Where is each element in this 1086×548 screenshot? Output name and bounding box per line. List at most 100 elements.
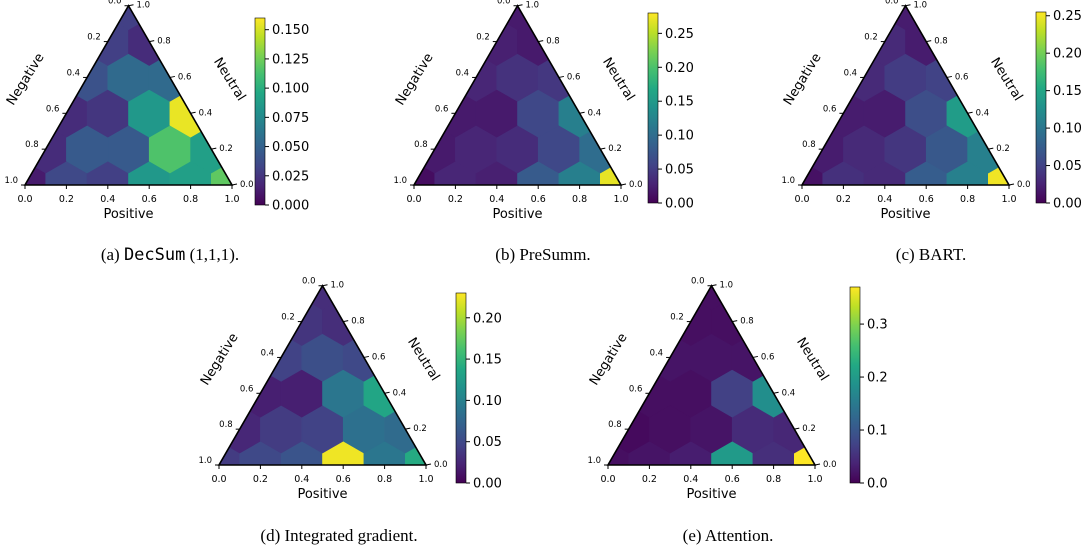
positive-tick-label: 0.4 bbox=[489, 194, 504, 205]
neutral-tick bbox=[814, 463, 821, 466]
neutral-tick-label: 0.0 bbox=[240, 180, 254, 190]
neutral-tick-label: 0.6 bbox=[567, 72, 581, 82]
colorbar-tick-label: 0.125 bbox=[272, 52, 309, 67]
neutral-tick-label: 0.2 bbox=[608, 144, 622, 154]
neutral-tick-label: 0.4 bbox=[199, 108, 213, 118]
neutral-tick-label: 0.4 bbox=[976, 108, 990, 118]
positive-tick-label: 0.2 bbox=[642, 474, 657, 485]
caption-prefix: (c) BART. bbox=[896, 245, 966, 264]
negative-tick-label: 1.0 bbox=[198, 456, 212, 466]
negative-tick-label: 0.0 bbox=[497, 0, 511, 7]
colorbar-tick-label: 0.3 bbox=[867, 318, 888, 333]
negative-tick-label: 0.8 bbox=[608, 420, 622, 430]
neutral-tick bbox=[343, 320, 349, 323]
neutral-tick-label: 0.6 bbox=[178, 72, 192, 82]
negative-tick-label: 0.0 bbox=[885, 0, 899, 7]
positive-tick-label: 0.0 bbox=[211, 474, 226, 485]
colorbar-tick-label: 0.150 bbox=[272, 23, 309, 38]
negative-tick-label: 0.6 bbox=[46, 104, 60, 114]
caption-prefix: (e) Attention. bbox=[683, 526, 774, 545]
negative-axis-label: Negative bbox=[781, 51, 825, 108]
neutral-tick-label: 0.8 bbox=[546, 37, 560, 47]
positive-tick-label: 0.0 bbox=[794, 194, 809, 205]
colorbar-tick-label: 0.00 bbox=[665, 197, 694, 212]
neutral-axis-label: Neutral bbox=[987, 55, 1025, 104]
neutral-tick-label: 0.4 bbox=[782, 388, 796, 398]
colorbar bbox=[254, 17, 266, 206]
ternary-panel-1: 0.0 0.2 0.4 0.6 0.8 1.00.00.20.40.60.81.0 0.00… bbox=[393, 0, 694, 264]
negative-tick-label: 0.4 bbox=[456, 68, 470, 78]
negative-tick-label: 1.0 bbox=[4, 176, 18, 186]
neutral-tick bbox=[946, 75, 952, 78]
positive-axis-label: Positive bbox=[103, 207, 153, 222]
negative-tick-label: 0.6 bbox=[629, 384, 643, 394]
triangle-frame bbox=[606, 284, 817, 466]
positive-tick-label: 0.4 bbox=[294, 474, 309, 485]
positive-tick-label: 1.0 bbox=[613, 194, 628, 205]
neutral-tick-label: 1.0 bbox=[331, 281, 345, 291]
neutral-tick bbox=[579, 111, 585, 114]
neutral-tick bbox=[905, 4, 911, 7]
negative-tick-label: 0.4 bbox=[844, 68, 858, 78]
neutral-tick bbox=[600, 147, 606, 150]
negative-tick-label: 0.6 bbox=[435, 104, 449, 114]
colorbar-tick-label: 0.25 bbox=[665, 27, 694, 42]
neutral-tick bbox=[149, 40, 155, 43]
neutral-tick-label: 1.0 bbox=[137, 1, 151, 11]
positive-tick-label: 0.4 bbox=[100, 194, 115, 205]
negative-tick-label: 0.4 bbox=[650, 348, 664, 358]
neutral-tick bbox=[128, 4, 134, 7]
negative-tick-label: 0.8 bbox=[802, 140, 816, 150]
negative-tick-label: 0.0 bbox=[108, 0, 122, 7]
positive-tick-label: 0.6 bbox=[336, 474, 351, 485]
neutral-tick bbox=[732, 320, 738, 323]
colorbar-tick-label: 0.2 bbox=[867, 371, 888, 386]
colorbar-tick-label: 0.000 bbox=[272, 199, 309, 214]
neutral-tick bbox=[967, 111, 973, 114]
positive-tick-label: 0.0 bbox=[406, 194, 421, 205]
neutral-tick bbox=[558, 75, 564, 78]
neutral-tick bbox=[322, 284, 328, 287]
neutral-tick-label: 0.2 bbox=[413, 424, 427, 434]
neutral-tick-label: 0.0 bbox=[1017, 180, 1031, 190]
hexbin-cells bbox=[802, 5, 1009, 185]
neutral-tick-label: 0.6 bbox=[761, 352, 775, 362]
hexbin-cells bbox=[25, 5, 232, 185]
negative-tick-label: 0.0 bbox=[302, 277, 316, 287]
colorbar-tick-label: 0.025 bbox=[272, 169, 309, 184]
colorbar-tick-label: 0.15 bbox=[1053, 84, 1082, 99]
negative-tick-label: 0.4 bbox=[67, 68, 81, 78]
neutral-tick bbox=[190, 111, 196, 114]
hexbin-cells bbox=[219, 285, 426, 465]
neutral-axis-label: Neutral bbox=[599, 55, 637, 104]
caption: (e) Attention. bbox=[683, 526, 774, 545]
neutral-tick-label: 1.0 bbox=[914, 1, 928, 11]
colorbar bbox=[1035, 11, 1047, 204]
caption: (a) DecSum (1,1,1). bbox=[101, 245, 239, 265]
neutral-tick-label: 0.4 bbox=[588, 108, 602, 118]
negative-tick-label: 0.2 bbox=[670, 313, 684, 323]
positive-tick-label: 1.0 bbox=[418, 474, 433, 485]
colorbar bbox=[647, 12, 659, 204]
negative-tick-label: 0.8 bbox=[25, 140, 39, 150]
positive-tick-label: 0.6 bbox=[725, 474, 740, 485]
negative-tick-label: 0.4 bbox=[261, 348, 275, 358]
negative-tick-label: 0.8 bbox=[414, 140, 428, 150]
negative-tick-label: 0.0 bbox=[691, 277, 705, 287]
negative-axis-label: Negative bbox=[198, 331, 242, 388]
caption: (d) Integrated gradient. bbox=[260, 526, 417, 545]
positive-tick-label: 1.0 bbox=[807, 474, 822, 485]
neutral-tick bbox=[425, 463, 432, 466]
ternary-panel-4: 0.0 0.2 0.4 0.6 0.8 1.00.00.20.40.60.81.0 0.00… bbox=[587, 277, 888, 545]
positive-tick-label: 0.8 bbox=[572, 194, 587, 205]
neutral-tick-label: 0.6 bbox=[372, 352, 386, 362]
caption-prefix: (b) PreSumm. bbox=[495, 245, 590, 264]
neutral-tick bbox=[231, 183, 238, 186]
colorbar bbox=[455, 292, 467, 484]
triangle-frame bbox=[23, 4, 234, 186]
neutral-tick bbox=[517, 4, 523, 7]
negative-tick-label: 1.0 bbox=[587, 456, 601, 466]
neutral-tick-label: 1.0 bbox=[526, 1, 540, 11]
positive-axis-label: Positive bbox=[880, 207, 930, 222]
